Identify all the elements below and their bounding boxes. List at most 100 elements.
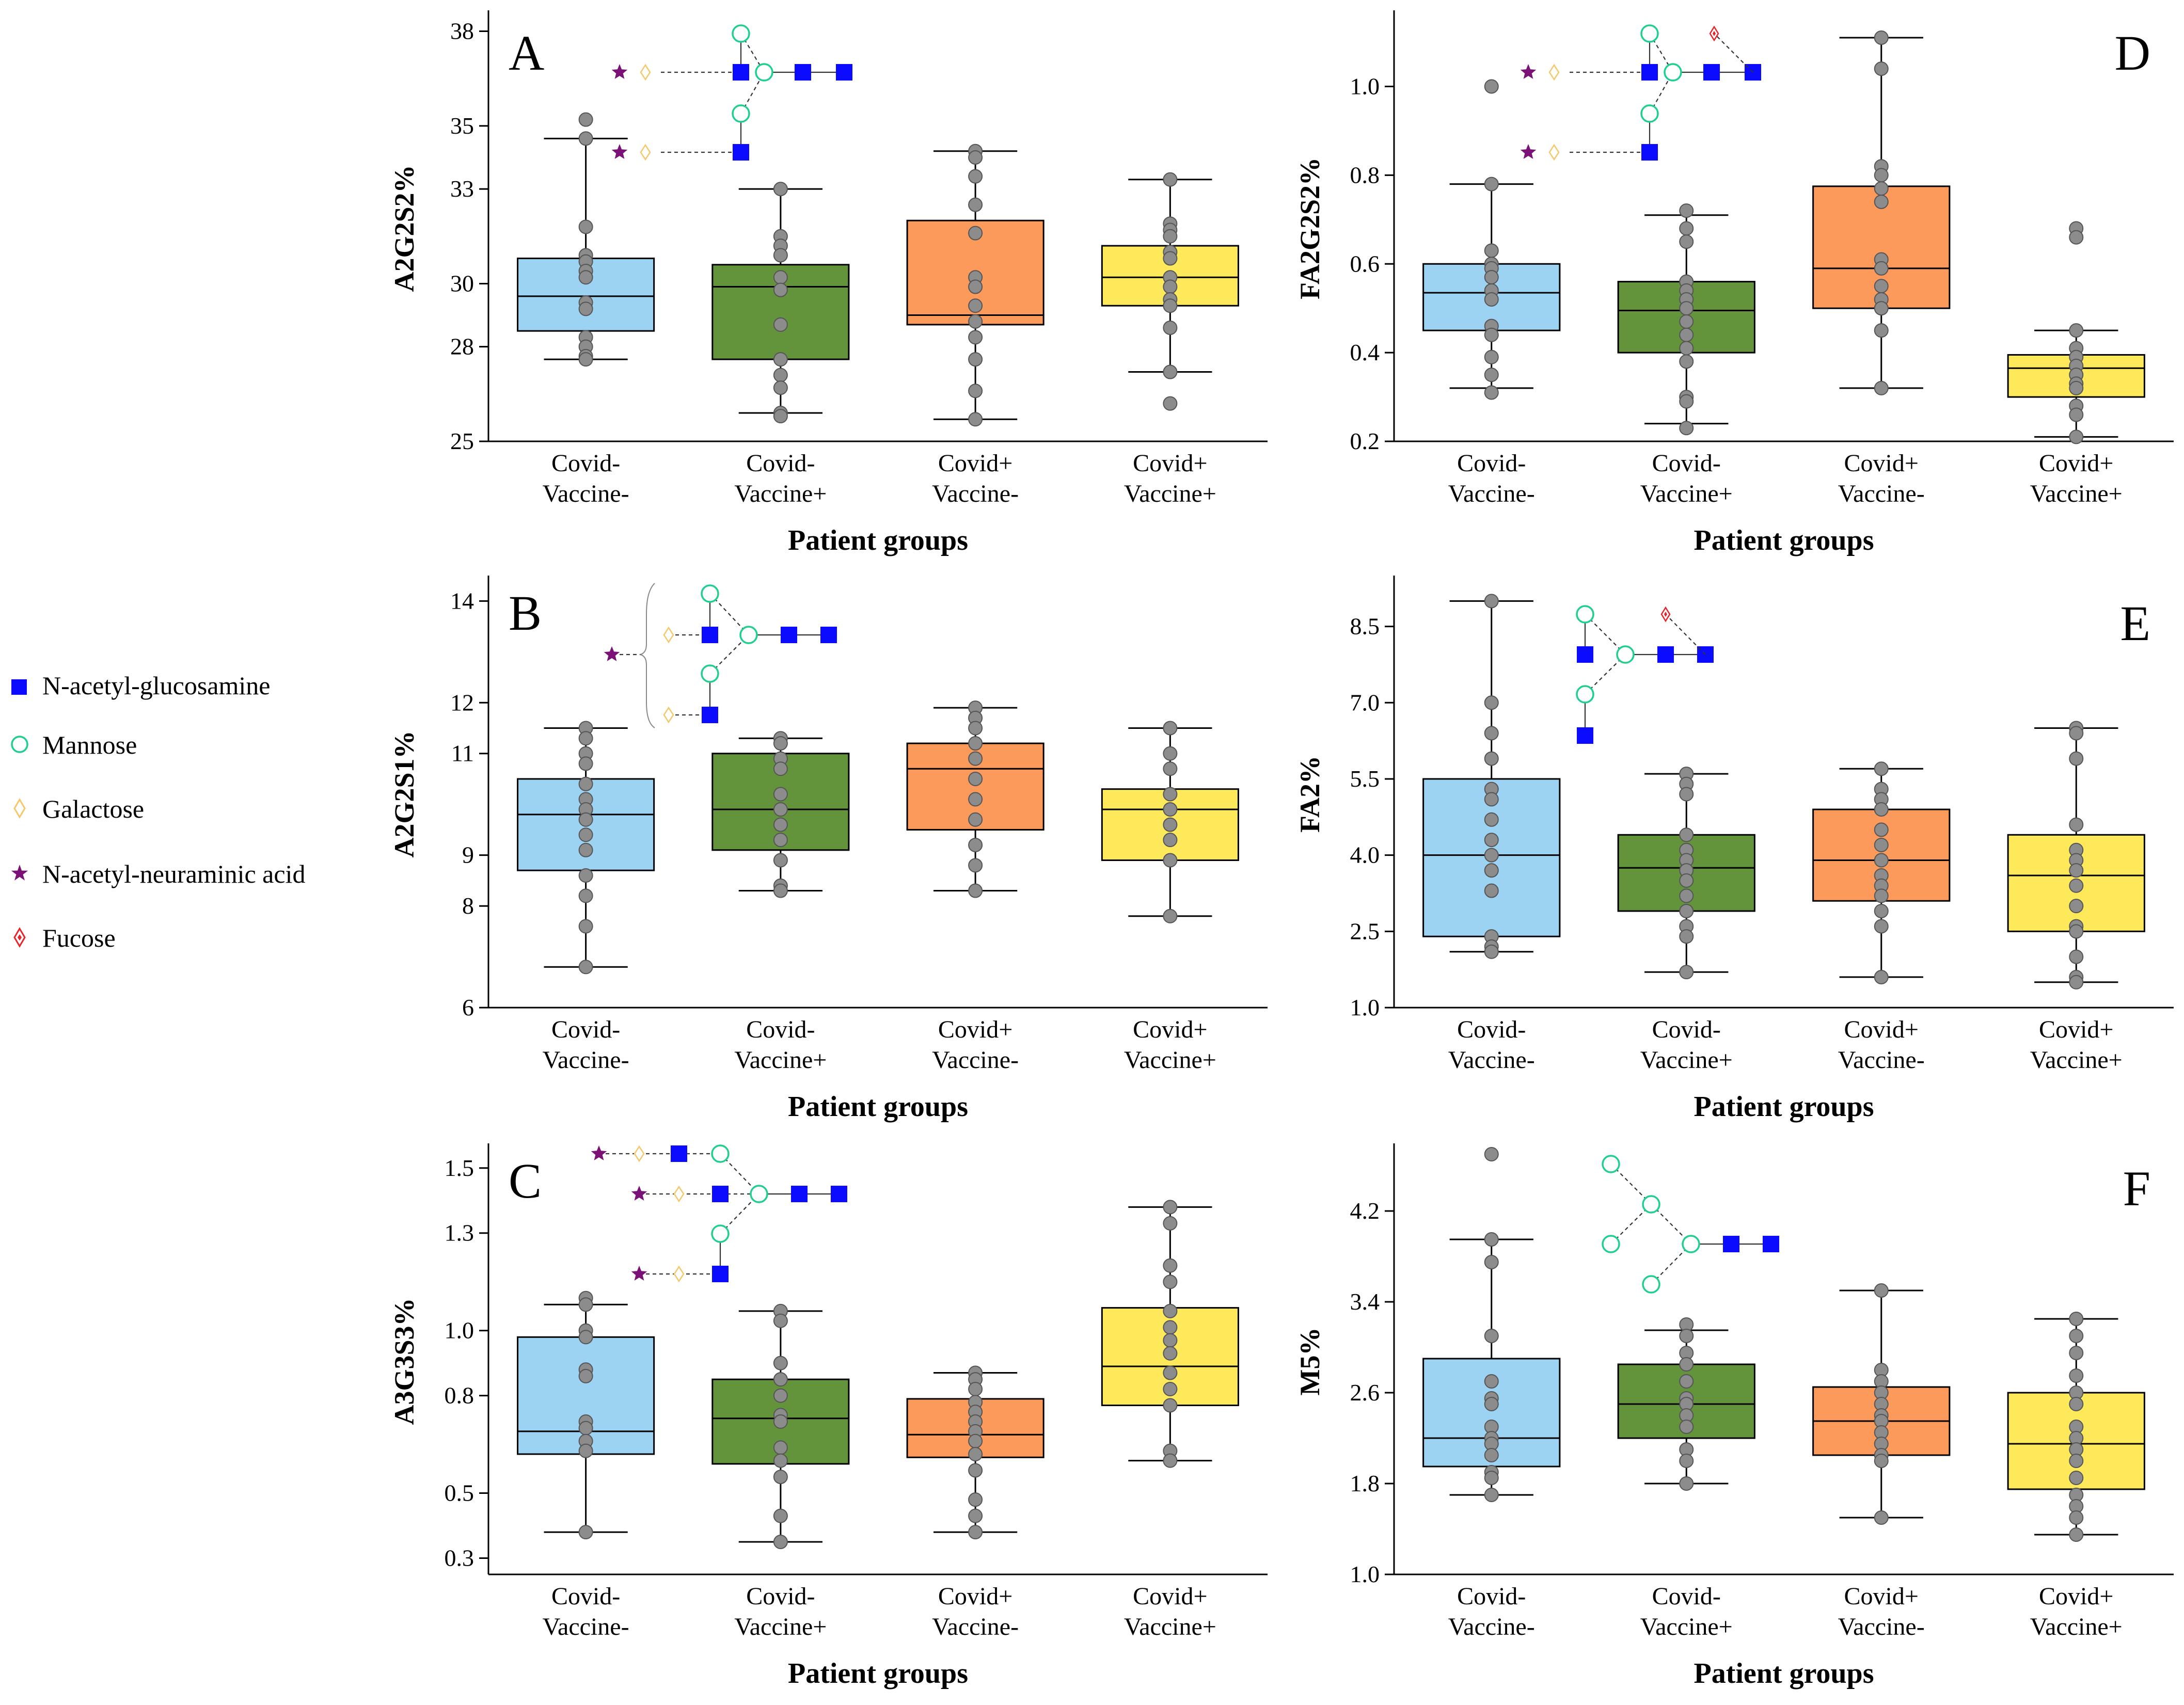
galactose-icon — [1548, 144, 1560, 161]
data-point — [773, 1414, 788, 1429]
x-tick-label: Covid- — [551, 1583, 620, 1610]
y-tick-label: 0.2 — [1350, 428, 1380, 454]
box-group — [2007, 721, 2145, 990]
y-tick-label: 1.8 — [1350, 1470, 1380, 1496]
neuac-icon — [611, 64, 628, 79]
mannose-icon — [1576, 685, 1594, 704]
data-point — [578, 812, 593, 827]
data-point — [578, 1368, 593, 1383]
x-tick-label: Covid+ — [2039, 450, 2113, 477]
box-group — [2007, 221, 2145, 444]
neuac-icon — [604, 646, 620, 661]
y-tick-label: 25 — [450, 428, 474, 454]
data-point — [773, 802, 788, 817]
galactose-icon — [640, 63, 651, 81]
glcnac-icon — [1763, 1236, 1779, 1252]
data-point — [2069, 1312, 2084, 1326]
y-tick-label: 1.5 — [445, 1155, 474, 1181]
y-tick-label: 1.0 — [445, 1317, 474, 1344]
data-point — [968, 837, 983, 852]
data-point — [773, 1372, 788, 1387]
mannose-icon — [732, 104, 750, 123]
legend-item-fucose: Fucose — [13, 923, 116, 952]
box-group — [1617, 203, 1755, 436]
box-group — [1812, 761, 1951, 984]
mannose-icon — [732, 24, 750, 43]
x-tick-label: Vaccine+ — [2030, 1046, 2123, 1074]
x-tick-label: Covid- — [1457, 450, 1526, 477]
legend-item-mannose: Mannose — [11, 730, 137, 759]
mannose-icon — [1640, 104, 1659, 123]
glcnac-icon — [671, 1145, 687, 1162]
data-point — [1874, 853, 1889, 868]
data-point — [2069, 878, 2084, 893]
glycan-bond — [1585, 614, 1626, 655]
blue-square-icon — [11, 679, 27, 695]
data-point — [1484, 327, 1499, 342]
data-point — [1163, 1333, 1178, 1348]
y-axis-label: A2G2S2% — [389, 165, 420, 292]
data-point — [968, 330, 983, 345]
glcnac-icon — [1577, 646, 1593, 663]
x-tick-label: Covid+ — [938, 450, 1012, 477]
data-point — [1874, 802, 1889, 817]
y-tick-label: 12 — [450, 689, 474, 715]
data-point — [1484, 1232, 1499, 1247]
data-point — [1484, 848, 1499, 863]
x-tick-label: Vaccine+ — [2030, 480, 2123, 507]
data-point — [1874, 1510, 1889, 1525]
glcnac-icon — [712, 1266, 729, 1282]
data-point — [968, 1525, 983, 1540]
data-point — [1874, 380, 1889, 395]
data-point — [1874, 1283, 1889, 1298]
y-tick-label: 1.3 — [445, 1220, 474, 1246]
y-tick-label: 3.4 — [1350, 1288, 1380, 1315]
data-point — [1163, 1274, 1178, 1289]
data-point — [968, 812, 983, 827]
x-tick-label: Covid+ — [1844, 1583, 1919, 1610]
box-group — [1101, 1200, 1239, 1468]
data-point — [773, 833, 788, 848]
box-group — [711, 731, 850, 898]
data-point — [1163, 802, 1178, 817]
data-point — [773, 182, 788, 197]
data-point — [1163, 229, 1178, 244]
data-point — [1163, 1200, 1178, 1215]
data-point — [578, 219, 593, 234]
data-point — [1484, 177, 1499, 192]
box-iqr — [517, 258, 655, 332]
x-axis-label: Patient groups — [1694, 1091, 1874, 1123]
glcnac-icon — [820, 627, 837, 643]
data-point — [2069, 1527, 2084, 1542]
data-point — [578, 1421, 593, 1436]
panel-label: E — [2120, 596, 2150, 651]
data-point — [1163, 1216, 1178, 1231]
galactose-icon — [640, 144, 651, 161]
x-tick-label: Covid+ — [2039, 1016, 2113, 1043]
data-point — [968, 169, 983, 184]
data-point — [1163, 321, 1178, 335]
y-tick-label: 2.6 — [1350, 1379, 1380, 1406]
glycan-bond — [1610, 1204, 1652, 1245]
data-point — [773, 368, 788, 383]
data-point — [1679, 327, 1694, 342]
data-point — [1874, 323, 1889, 338]
data-point — [578, 919, 593, 934]
neuac-icon — [631, 1266, 647, 1281]
mannose-icon — [755, 63, 773, 82]
x-axis-label: Patient groups — [788, 1091, 968, 1123]
data-point — [1484, 695, 1499, 710]
data-point — [1874, 301, 1889, 316]
y-tick-label: 1.0 — [1350, 73, 1380, 100]
data-point — [1874, 903, 1889, 918]
y-tick-label: 8 — [462, 893, 474, 919]
data-point — [968, 771, 983, 786]
legend-label: Mannose — [42, 730, 137, 759]
glcnac-icon — [1577, 727, 1593, 744]
data-point — [1484, 1374, 1499, 1389]
data-point — [578, 270, 593, 285]
data-point — [968, 412, 983, 427]
x-tick-label: Vaccine- — [932, 1046, 1019, 1074]
legend-item-glcnac: N-acetyl-glucosamine — [11, 671, 270, 700]
